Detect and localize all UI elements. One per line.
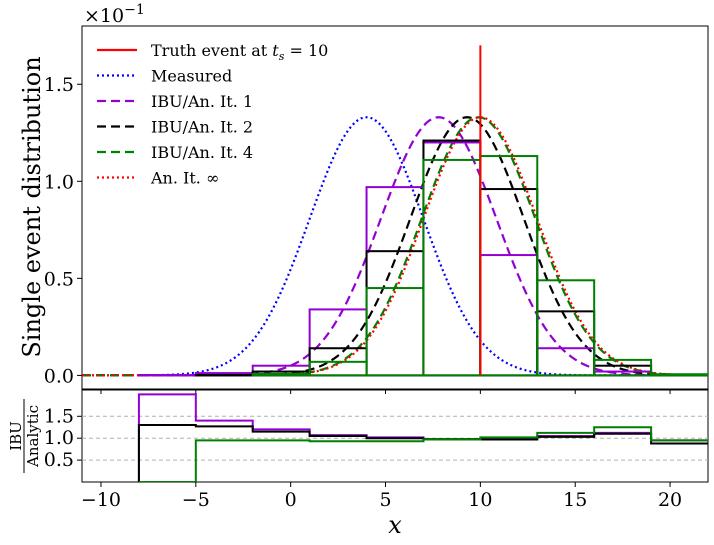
x-tick-label-5: 15 [563, 489, 587, 511]
hist-bin-ibu-an-it-1-6 [479, 254, 539, 377]
y-axis-title: Single event distribution [18, 56, 46, 357]
x-tick-label-6: 20 [658, 489, 682, 511]
x-tick-label-2: 0 [285, 489, 297, 511]
legend-label-5: An. It. ∞ [150, 169, 219, 188]
ratio-series-group [137, 393, 708, 482]
x-axis-title: x [388, 511, 402, 539]
x-tick-label-0: −10 [81, 489, 121, 511]
legend-label-1: Measured [151, 67, 232, 86]
y-tick-label-2: 1.0 [44, 171, 74, 193]
axis-ticks: −10 −5 0 5 10 15 200.00.51.01.50.51.01.5 [44, 74, 682, 511]
main-plot-frame [81, 25, 709, 390]
legend-label-3: IBU/An. It. 2 [151, 118, 253, 137]
hist-bin-ibu-an-it-4-4 [365, 287, 425, 377]
x-tick-label-1: −5 [182, 489, 210, 511]
hist-bin-ibu-an-it-4-8 [593, 358, 653, 377]
hist-bin-ibu-an-it-1-5 [422, 141, 482, 377]
y-tick-label-3: 1.5 [44, 74, 74, 96]
ratio-plot-frame [81, 389, 709, 483]
ratio-title-numerator: IBU [7, 421, 25, 451]
curve-an-it- [82, 116, 708, 377]
ratio-y-axis-title: IBU Analytic [7, 399, 42, 473]
ratio-tick-label-0: 0.5 [44, 449, 74, 471]
hist-bin-ibu-an-it-2-4 [365, 250, 425, 377]
legend-label-0: Truth event at ts = 10 [151, 41, 328, 63]
legend-label-2: IBU/An. It. 1 [151, 92, 253, 111]
hist-bin-ibu-an-it-2-5 [422, 139, 482, 377]
ratio-line-ibu-an-it-4 [138, 426, 708, 482]
x-tick-label-4: 10 [468, 489, 492, 511]
ratio-gridlines [82, 415, 708, 461]
legend-label-4: IBU/An. It. 4 [151, 143, 253, 162]
ratio-line-ibu-an-it-2 [137, 424, 708, 482]
hist-bin-ibu-an-it-4-7 [536, 279, 596, 377]
y-tick-label-1: 0.5 [44, 268, 74, 290]
hist-bin-ibu-an-it-1-7 [536, 347, 596, 377]
ratio-tick-label-2: 1.5 [44, 405, 74, 427]
legend: Truth event at ts = 10 Measured IBU/An. It… [97, 41, 328, 188]
hist-bin-ibu-an-it-4-9 [650, 373, 708, 377]
hist-bin-ibu-an-it-1-4 [365, 186, 425, 377]
x-tick-label-3: 5 [379, 489, 391, 511]
ratio-tick-label-1: 1.0 [44, 427, 74, 449]
main-series-group [82, 45, 708, 377]
hist-bin-ibu-an-it-4-2 [251, 372, 311, 377]
ratio-title-denominator: Analytic [24, 405, 42, 468]
y-scale-label: ×10−1 [84, 2, 145, 27]
hist-bin-ibu-an-it-2-6 [479, 188, 539, 377]
hist-bin-ibu-an-it-1-3 [308, 308, 368, 377]
y-tick-label-0: 0.0 [44, 365, 74, 387]
